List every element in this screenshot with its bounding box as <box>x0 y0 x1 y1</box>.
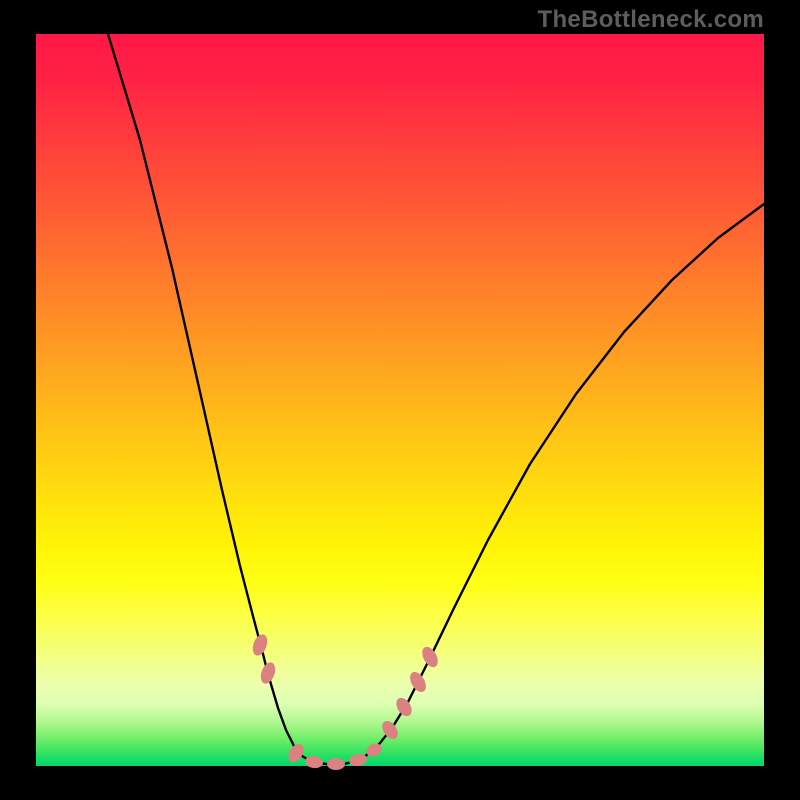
chart-frame: TheBottleneck.com <box>0 0 800 800</box>
curve-marker <box>250 632 270 657</box>
watermark-text: TheBottleneck.com <box>538 6 764 34</box>
curve-marker <box>407 669 429 695</box>
bottleneck-curve <box>0 0 800 800</box>
curve-markers <box>250 632 441 770</box>
curve-marker <box>348 752 368 767</box>
curve-marker <box>285 741 307 765</box>
curve-marker <box>258 660 278 685</box>
curve-marker <box>419 644 441 670</box>
curve-marker <box>393 695 415 719</box>
curve-marker <box>327 758 345 770</box>
curve-marker <box>304 755 323 769</box>
